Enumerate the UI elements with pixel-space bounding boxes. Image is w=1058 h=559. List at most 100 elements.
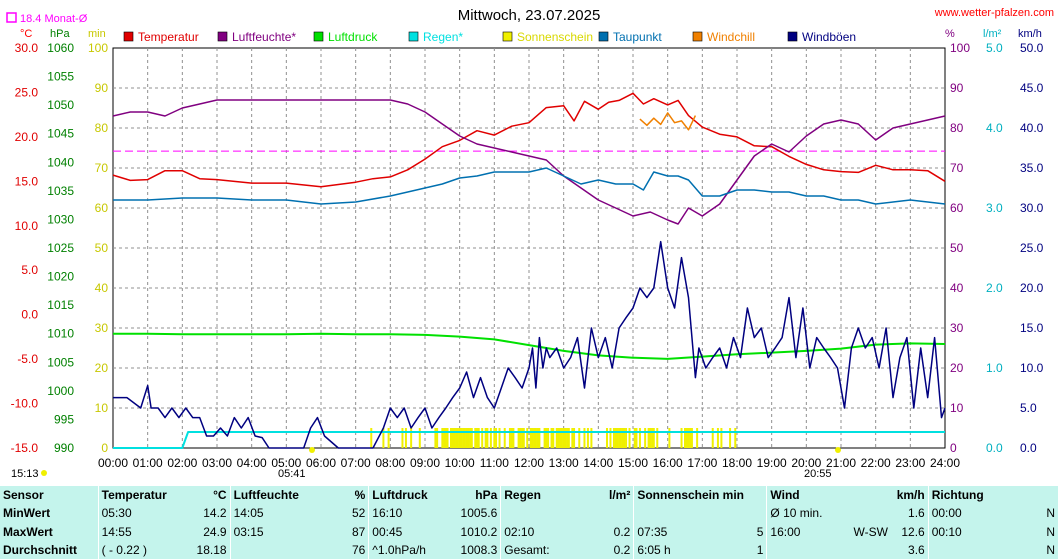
stats-cell-temp-v: 14.2 <box>203 506 227 521</box>
hdr-temp: Temperatur <box>97 486 169 505</box>
sunshine-bar <box>521 428 524 448</box>
sunshine-bar <box>668 428 671 448</box>
series-windben <box>113 240 946 449</box>
sunshine-bar <box>484 428 487 448</box>
kmh-tick-label: 50.0 <box>1020 41 1044 55</box>
hpa-tick-label: 1000 <box>47 384 74 398</box>
sunshine-bar <box>410 428 413 448</box>
sunshine-bar <box>450 428 452 448</box>
sunshine-bar <box>463 428 466 448</box>
stats-cell-sun-t: 6:05 h <box>633 540 727 559</box>
series-temperatur <box>112 92 946 188</box>
sunshine-bar <box>619 428 622 448</box>
x-tick-label: 09:00 <box>410 456 440 470</box>
kmh-tick-label: 0.0 <box>1020 441 1037 455</box>
sunshine-bar <box>571 428 574 448</box>
stats-cell-hum-v: 52 <box>351 506 366 521</box>
temp-tick-label: 10.0 <box>15 219 39 233</box>
sunshine-bar <box>462 428 465 448</box>
sunshine-bar <box>493 428 496 448</box>
sunshine-bar <box>519 428 522 448</box>
lm2-tick-label: 4.0 <box>986 121 1003 135</box>
min-tick-label: 100 <box>88 41 108 55</box>
legend-label: Luftdruck <box>328 30 378 44</box>
sunshine-bar <box>550 428 553 448</box>
temp-tick-label: 30.0 <box>15 41 39 55</box>
sunshine-bar <box>564 428 567 448</box>
hdr-temp-unit: °C <box>213 488 227 503</box>
x-tick-label: 20:00 <box>791 456 821 470</box>
kmh-tick-label: 40.0 <box>1020 121 1044 135</box>
x-tick-label: 00:00 <box>98 456 128 470</box>
sunshine-bar <box>543 428 546 448</box>
legend-swatch <box>598 31 609 42</box>
sunshine-bar <box>609 428 612 448</box>
sunshine-bar <box>522 428 525 448</box>
sunshine-bar <box>606 428 608 448</box>
hpa-tick-label: 1010 <box>47 327 74 341</box>
stats-cell-press-v: 1010.2 <box>460 524 498 539</box>
legend-swatch <box>692 31 703 42</box>
axis-ticks: 30.0 25.0 20.0 15.0 10.0 5.0 0.0 -5.0 -10.0 -15.0… <box>11 41 1044 470</box>
time-left: 15:13 <box>11 468 39 480</box>
stats-cell-sun-v <box>726 504 767 522</box>
series-regen <box>113 431 945 449</box>
x-tick-label: 23:00 <box>895 456 925 470</box>
stats-cell-temp-v: 18.18 <box>196 542 227 557</box>
sunshine-bar <box>387 428 390 448</box>
sunshine-bar <box>382 428 385 448</box>
temp-tick-label: 5.0 <box>21 263 38 277</box>
x-tick-label: 02:00 <box>167 456 197 470</box>
x-tick-label: 14:00 <box>583 456 613 470</box>
sunshine-bar <box>628 428 631 448</box>
sunshine-bar <box>621 428 624 448</box>
x-tick-label: 04:00 <box>237 456 267 470</box>
stats-cell-hum-v: 76 <box>351 542 366 557</box>
sunshine-bar <box>444 428 447 448</box>
x-tick-label: 08:00 <box>375 456 405 470</box>
legend-label: Windchill <box>707 30 755 44</box>
temp-tick-label: 25.0 <box>15 85 39 99</box>
sunshine-bars <box>370 428 737 448</box>
pct-tick-label: 10 <box>950 401 964 415</box>
series-windchill <box>639 112 697 131</box>
hdr-hum: Luftfeuchte <box>229 486 307 505</box>
sunshine-bar <box>443 428 446 448</box>
sunshine-bar <box>370 428 373 448</box>
month-avg-marker <box>6 12 17 23</box>
sunshine-bar <box>614 428 617 448</box>
hpa-tick-label: 995 <box>54 412 74 426</box>
sunshine-bar <box>559 428 562 448</box>
sunshine-bar <box>590 428 593 448</box>
x-tick-label: 17:00 <box>687 456 717 470</box>
sunshine-bar <box>729 428 732 448</box>
stats-cell-sun-t <box>633 504 727 523</box>
kmh-tick-label: 45.0 <box>1020 81 1044 95</box>
lm2-unit: l/m² <box>983 28 1002 40</box>
pct-tick-label: 60 <box>950 201 964 215</box>
legend-label: Taupunkt <box>613 30 662 44</box>
sunshine-bar <box>477 428 480 448</box>
x-tick-label: 11:00 <box>480 456 509 470</box>
pct-tick-label: 80 <box>950 121 964 135</box>
legend-swatch <box>217 31 228 42</box>
sunshine-bar <box>647 428 650 448</box>
x-tick-label: 18:00 <box>722 456 752 470</box>
lm2-tick-label: 2.0 <box>986 281 1003 295</box>
kmh-tick-label: 10.0 <box>1020 361 1044 375</box>
legend-label: Luftfeuchte* <box>232 30 296 44</box>
sunshine-bar <box>656 428 659 448</box>
series-lines <box>112 92 946 449</box>
stats-cell-rain-t <box>500 504 591 523</box>
sunshine-bar <box>649 428 652 448</box>
kmh-tick-label: 15.0 <box>1020 321 1044 335</box>
x-tick-label: 24:00 <box>930 456 960 470</box>
sunshine-bar <box>529 428 532 448</box>
stats-cell-wind-t: Ø 10 min. <box>766 504 824 523</box>
sunshine-bar <box>696 428 699 448</box>
kmh-tick-label: 35.0 <box>1020 161 1044 175</box>
hdr-sensor: Sensor <box>3 488 44 503</box>
sunshine-bar <box>517 428 520 448</box>
pct-tick-label: 30 <box>950 321 964 335</box>
sunshine-bar <box>566 428 569 448</box>
